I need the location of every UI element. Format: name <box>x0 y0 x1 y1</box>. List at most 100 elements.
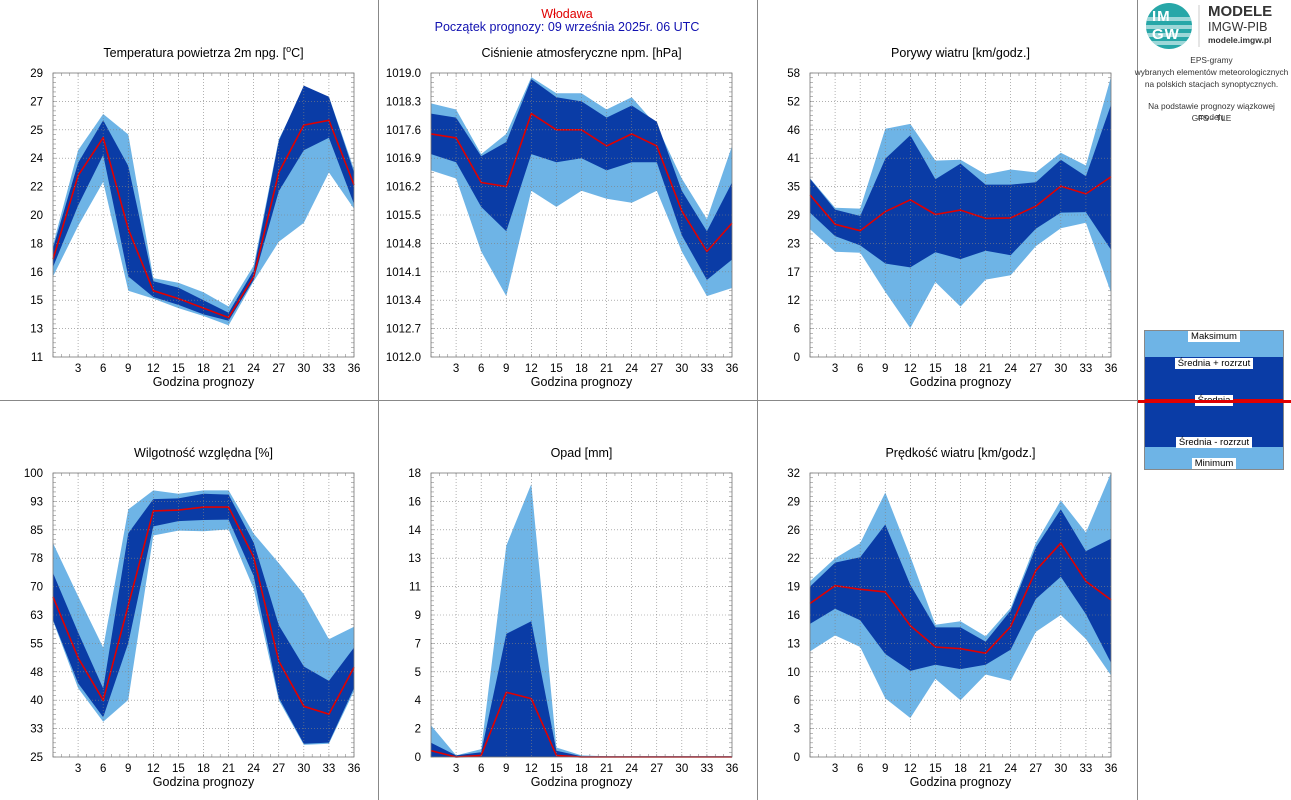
y-tick-label: 4 <box>415 695 422 707</box>
x-tick-label: 6 <box>478 363 484 375</box>
x-tick-label: 18 <box>197 763 210 775</box>
x-tick-label: 33 <box>323 763 336 775</box>
y-tick-label: 10 <box>787 667 800 679</box>
x-tick-label: 30 <box>675 363 688 375</box>
y-tick-label: 1013.4 <box>386 295 422 307</box>
y-tick-label: 22 <box>787 553 800 565</box>
chart-panel-2: Ciśnienie atmosferyczne npm. [hPa] 1012.0… <box>386 46 739 389</box>
chart-panel-6: Prędkość wiatru [km/godz.]03610131619222… <box>787 446 1117 789</box>
y-tick-label: 5 <box>415 667 421 679</box>
logo-subtitle: IMGW-PIB <box>1208 20 1268 34</box>
x-tick-label: 6 <box>857 763 863 775</box>
x-tick-label: 21 <box>222 363 235 375</box>
y-tick-label: 70 <box>30 582 43 594</box>
spread-band <box>810 509 1111 671</box>
plot-border <box>430 72 733 358</box>
y-tick-label: 1018.3 <box>386 96 421 108</box>
grid <box>53 473 354 757</box>
spread-band <box>431 621 732 757</box>
x-tick-label: 30 <box>675 763 688 775</box>
x-tick-label: 33 <box>323 363 336 375</box>
x-tick-label: 15 <box>172 763 185 775</box>
x-tick-label: 33 <box>701 363 714 375</box>
x-tick-label: 6 <box>478 763 484 775</box>
spread-band <box>53 493 354 744</box>
station-name: Włodawa <box>541 7 593 21</box>
y-tick-label: 13 <box>408 553 421 565</box>
x-tick-label: 30 <box>297 363 310 375</box>
mean-line <box>52 119 355 319</box>
logo-title: MODELE <box>1208 3 1273 20</box>
x-axis-label: Godzina prognozy <box>910 775 1012 789</box>
y-tick-label: 15 <box>30 295 43 307</box>
y-tick-label: 16 <box>787 610 800 622</box>
y-tick-label: 48 <box>30 667 43 679</box>
x-tick-label: 3 <box>453 363 459 375</box>
x-tick-label: 6 <box>100 363 106 375</box>
spread-band <box>810 104 1111 268</box>
y-tick-label: 46 <box>787 125 800 137</box>
y-tick-label: 26 <box>787 525 800 537</box>
x-tick-label: 6 <box>100 763 106 775</box>
panel-frame <box>0 0 1138 800</box>
x-tick-label: 9 <box>503 363 509 375</box>
plot-border <box>809 472 1112 758</box>
x-tick-label: 21 <box>222 763 235 775</box>
grid <box>810 473 1111 757</box>
forecast-start: Początek prognozy: 09 września 2025r. 06… <box>434 20 700 34</box>
x-tick-label: 3 <box>75 363 81 375</box>
y-tick-label: 7 <box>415 638 421 650</box>
y-tick-label: 55 <box>30 638 43 650</box>
imgw-logo-mark: IM GW <box>1146 3 1192 49</box>
x-axis-label: Godzina prognozy <box>910 375 1012 389</box>
y-tick-label: 12 <box>787 295 800 307</box>
y-tick-label: 6 <box>794 695 800 707</box>
y-tick-label: 16 <box>408 496 421 508</box>
x-tick-label: 30 <box>297 763 310 775</box>
x-tick-label: 15 <box>929 363 942 375</box>
y-tick-label: 1016.9 <box>386 153 421 165</box>
imgw-logo[interactable]: IM GW MODELE IMGW-PIB modele.imgw.pl <box>1146 3 1286 49</box>
x-tick-label: 30 <box>1054 763 1067 775</box>
minor-ticks <box>52 72 355 358</box>
y-tick-label: 63 <box>30 610 43 622</box>
x-tick-label: 18 <box>954 363 967 375</box>
y-tick-label: 11 <box>31 352 43 364</box>
grid <box>431 73 732 357</box>
plot-border <box>430 472 733 758</box>
y-tick-label: 9 <box>415 610 421 622</box>
y-tick-label: 14 <box>408 525 421 537</box>
y-tick-label: 52 <box>787 96 800 108</box>
x-tick-label: 12 <box>525 763 538 775</box>
y-tick-label: 23 <box>787 238 800 250</box>
y-tick-label: 1014.8 <box>386 238 421 250</box>
x-tick-label: 33 <box>701 763 714 775</box>
x-tick-label: 12 <box>147 363 160 375</box>
y-tick-label: 1016.2 <box>386 182 421 194</box>
logo-mark-top: IM <box>1152 8 1171 25</box>
y-tick-label: 17 <box>787 267 800 279</box>
x-tick-label: 36 <box>348 763 361 775</box>
y-tick-label: 78 <box>30 553 43 565</box>
x-tick-label: 27 <box>650 763 663 775</box>
x-tick-label: 12 <box>525 363 538 375</box>
chart-panel-4: Wilgotność względna [%]25334048556370788… <box>24 446 361 789</box>
y-tick-label: 29 <box>30 68 43 80</box>
y-tick-label: 41 <box>787 153 800 165</box>
y-tick-label: 1015.5 <box>386 210 421 222</box>
description-line-3: na polskich stacjach synoptycznych. <box>1144 79 1279 89</box>
y-tick-label: 18 <box>30 238 43 250</box>
legend-min-label: Minimum <box>1191 458 1237 469</box>
x-tick-label: 18 <box>197 363 210 375</box>
x-tick-label: 27 <box>272 363 285 375</box>
x-axis-label: Godzina prognozy <box>531 375 633 389</box>
x-tick-label: 18 <box>575 763 588 775</box>
plot-border <box>52 472 355 758</box>
x-tick-label: 12 <box>147 763 160 775</box>
chart-title: Porywy wiatru [km/godz.] <box>891 46 1030 60</box>
chart-title: Opad [mm] <box>551 446 613 460</box>
description-line-5: GFS - TLE <box>1191 113 1232 123</box>
x-tick-label: 36 <box>726 363 739 375</box>
y-tick-label: 6 <box>794 324 800 336</box>
